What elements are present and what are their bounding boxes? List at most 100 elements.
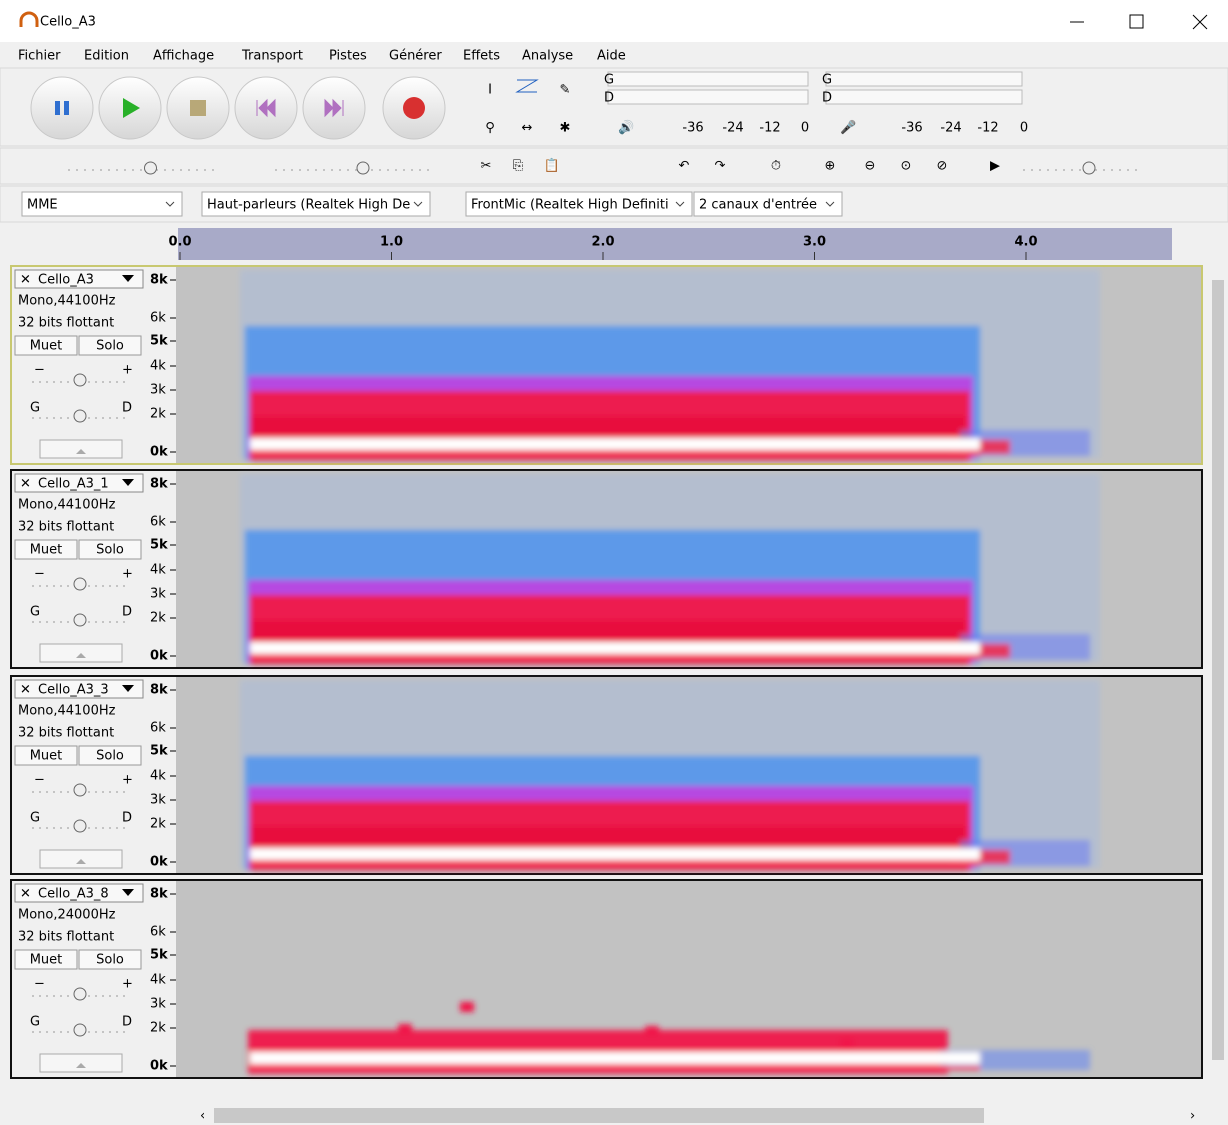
menu-item[interactable]: Transport [241, 49, 303, 64]
track-close[interactable]: ✕ [20, 887, 31, 902]
slider-thumb[interactable] [74, 988, 86, 1000]
edit-tool[interactable]: ✂ [481, 159, 492, 174]
menu-item[interactable]: Edition [84, 49, 129, 64]
pan-right: D [122, 401, 132, 416]
pan-right: D [122, 1015, 132, 1030]
track-format: 32 bits flottant [18, 316, 114, 331]
content: Fichier Edition Affichage Transport Pistes Gé… [0, 49, 1228, 1125]
menu-item[interactable]: Pistes [329, 49, 367, 64]
solo-label: Solo [96, 339, 124, 354]
tool-icon[interactable]: I [488, 83, 492, 98]
menu-item[interactable]: Fichier [18, 49, 61, 64]
freq-label: 6k [150, 721, 166, 736]
menu-item[interactable]: Analyse [522, 49, 573, 64]
slider-thumb[interactable] [357, 162, 369, 174]
track-format: 32 bits flottant [18, 520, 114, 535]
tool-icon[interactable]: ↔ [522, 121, 533, 136]
meter-bar [608, 90, 808, 104]
timeline-label: 4.0 [1014, 235, 1037, 250]
pan-left: G [30, 811, 40, 826]
edit-tool[interactable]: ⎘ [513, 159, 523, 174]
freq-label: 5k [150, 948, 168, 963]
slider-thumb[interactable] [74, 820, 86, 832]
gain-minus: − [34, 977, 45, 992]
title-bar [0, 0, 1228, 42]
track-format: 32 bits flottant [18, 930, 114, 945]
gain-plus: + [122, 773, 133, 788]
edit-tool[interactable]: ⊖ [865, 159, 876, 174]
slider-thumb[interactable] [1083, 162, 1095, 174]
edit-tool[interactable]: ⊙ [901, 159, 912, 174]
slider-thumb[interactable] [74, 1024, 86, 1036]
scroll-thumb[interactable] [214, 1108, 984, 1123]
meter-icon[interactable]: 🔊 [618, 119, 634, 136]
freq-label: 8k [150, 477, 168, 492]
solo-label: Solo [96, 749, 124, 764]
meter-scale: -36 [901, 121, 922, 136]
slider-thumb[interactable] [74, 578, 86, 590]
pan-left: G [30, 401, 40, 416]
track-name: Cello_A3 [38, 273, 94, 288]
track-rate: Mono,44100Hz [18, 704, 116, 719]
meter-bar [826, 72, 1022, 86]
freq-label: 2k [150, 817, 166, 832]
audacity-window: Cello_A3 Fichier Edition Affichage Transpor… [0, 0, 1228, 1125]
toolbar [0, 148, 1228, 184]
freq-label: 6k [150, 311, 166, 326]
menu-item[interactable]: Effets [463, 49, 500, 64]
slider-thumb[interactable] [74, 374, 86, 386]
meter-channel: D [822, 91, 832, 106]
menu-item[interactable]: Aide [597, 49, 626, 64]
menu-item[interactable]: Générer [389, 49, 442, 64]
track-rate: Mono,44100Hz [18, 498, 116, 513]
edit-tool[interactable]: ↶ [679, 159, 690, 174]
transport-pause[interactable] [31, 77, 93, 139]
slider-thumb[interactable] [74, 784, 86, 796]
edit-tool[interactable]: 📋 [544, 158, 560, 174]
menu-item[interactable]: Affichage [153, 49, 214, 64]
freq-label: 3k [150, 383, 166, 398]
pan-right: D [122, 811, 132, 826]
timeline-label: 1.0 [380, 235, 403, 250]
device-label: FrontMic (Realtek High Definiti [471, 198, 669, 213]
slider-thumb[interactable] [74, 614, 86, 626]
tool-icon[interactable]: ⚲ [485, 121, 495, 136]
device-label: MME [27, 198, 58, 213]
spectrogram [240, 270, 1100, 460]
meter-icon[interactable]: 🎤 [840, 119, 856, 136]
scroll-left[interactable]: ‹ [200, 1109, 205, 1124]
scroll-thumb[interactable] [1212, 280, 1224, 1060]
freq-label: 2k [150, 611, 166, 626]
track-close[interactable]: ✕ [20, 273, 31, 288]
freq-label: 3k [150, 793, 166, 808]
track-close[interactable]: ✕ [20, 477, 31, 492]
device-label: 2 canaux d'entrée [699, 198, 817, 213]
edit-tool[interactable]: ↷ [715, 159, 727, 174]
track-rate: Mono,24000Hz [18, 908, 116, 923]
track-name: Cello_A3_8 [38, 887, 109, 902]
track-format: 32 bits flottant [18, 726, 114, 741]
track-close[interactable]: ✕ [20, 683, 31, 698]
pan-left: G [30, 1015, 40, 1030]
timeline-label: 2.0 [591, 235, 614, 250]
tool-icon[interactable]: ✎ [560, 83, 571, 98]
edit-tool[interactable]: ⏱ [771, 159, 781, 174]
tool-icon[interactable]: ✱ [560, 121, 571, 136]
freq-label: 2k [150, 407, 166, 422]
freq-label: 6k [150, 515, 166, 530]
edit-tool[interactable]: ⊕ [825, 159, 836, 174]
edit-tool[interactable]: ▶ [990, 159, 1000, 174]
gain-minus: − [34, 567, 45, 582]
scroll-right[interactable]: › [1190, 1109, 1195, 1124]
meter-channel: D [604, 91, 614, 106]
mute-label: Muet [30, 339, 63, 354]
meter-scale: -24 [722, 121, 743, 136]
slider-thumb[interactable] [74, 410, 86, 422]
edit-tool[interactable]: ⊘ [937, 159, 948, 174]
icon [190, 100, 206, 116]
slider-thumb[interactable] [145, 162, 157, 174]
track-rate: Mono,44100Hz [18, 294, 116, 309]
mute-label: Muet [30, 953, 63, 968]
solo-label: Solo [96, 953, 124, 968]
freq-label: 8k [150, 887, 168, 902]
